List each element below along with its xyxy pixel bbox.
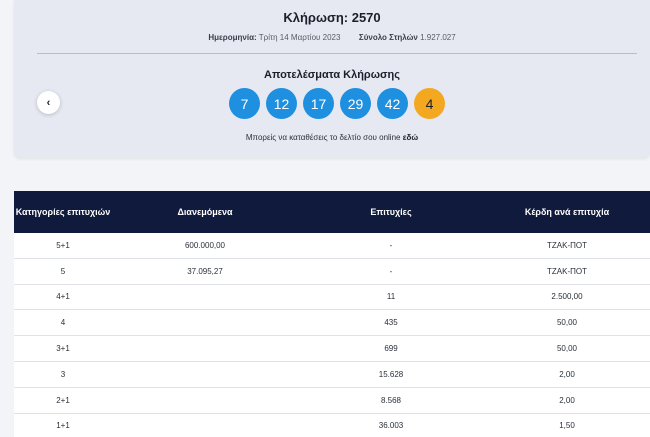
online-link[interactable]: εδώ bbox=[402, 133, 419, 142]
category-cell: 4 bbox=[14, 309, 112, 337]
table-row: 2+1 8.568 2,00 bbox=[14, 387, 650, 414]
category-cell: 4+1 bbox=[14, 284, 112, 311]
distributed-cell bbox=[112, 284, 298, 311]
header-distributed: Διανεμόμενα bbox=[177, 207, 233, 217]
winnings-table: Κατηγορίες επιτυχιών Διανεμόμενα Επιτυχί… bbox=[14, 191, 650, 437]
chevron-left-icon: ‹ bbox=[46, 96, 51, 109]
category-cell: 5 bbox=[14, 258, 112, 285]
number-ball: 7 bbox=[229, 88, 260, 119]
distributed-cell bbox=[112, 387, 298, 414]
online-text: Μπορείς να καταθέσεις το δελτίο σου onli… bbox=[245, 133, 401, 142]
category-cell: 3 bbox=[14, 361, 112, 388]
winners-cell: 435 bbox=[298, 309, 484, 337]
distributed-cell: 600.000,00 bbox=[112, 233, 298, 259]
draw-meta: Ημερομηνία: Τρίτη 14 Μαρτίου 2023 Σύνολο… bbox=[14, 33, 650, 42]
winners-cell: 15.628 bbox=[298, 361, 484, 388]
prize-cell: ΤΖΑΚ-ΠΟΤ bbox=[484, 233, 650, 259]
number-ball: 42 bbox=[377, 88, 408, 119]
results-title: Αποτελέσματα Κλήρωσης bbox=[264, 69, 400, 81]
category-cell: 3+1 bbox=[14, 335, 112, 362]
distributed-cell bbox=[112, 309, 298, 337]
prize-cell: 50,00 bbox=[484, 309, 650, 337]
distributed-cell bbox=[112, 361, 298, 388]
date-label: Ημερομηνία: bbox=[208, 33, 257, 42]
draw-title: Κλήρωση: 2570 bbox=[283, 10, 381, 25]
distributed-cell bbox=[112, 413, 298, 437]
prize-cell: 2,00 bbox=[484, 387, 650, 414]
prize-cell: 1,50 bbox=[484, 413, 650, 437]
header-winners: Επιτυχίες bbox=[370, 207, 412, 217]
online-note: Μπορείς να καταθέσεις το δελτίο σου onli… bbox=[14, 133, 650, 142]
distributed-cell bbox=[112, 335, 298, 362]
category-cell: 2+1 bbox=[14, 387, 112, 414]
winners-cell: 8.568 bbox=[298, 387, 484, 414]
table-row: 4+1 11 2.500,00 bbox=[14, 284, 650, 311]
category-cell: 5+1 bbox=[14, 233, 112, 259]
table-row: 5 37.095,27 - ΤΖΑΚ-ΠΟΤ bbox=[14, 258, 650, 285]
prize-cell: 2,00 bbox=[484, 361, 650, 388]
header-prize-per-winner: Κέρδη ανά επιτυχία bbox=[524, 207, 610, 217]
prize-cell: ΤΖΑΚ-ΠΟΤ bbox=[484, 258, 650, 285]
table-header-row: Κατηγορίες επιτυχιών Διανεμόμενα Επιτυχί… bbox=[14, 191, 650, 233]
table-row: 3 15.628 2,00 bbox=[14, 361, 650, 388]
winners-cell: - bbox=[298, 258, 484, 285]
number-ball: 29 bbox=[340, 88, 371, 119]
number-ball: 17 bbox=[303, 88, 334, 119]
table-row: 4 435 50,00 bbox=[14, 309, 650, 337]
header-categories: Κατηγορίες επιτυχιών bbox=[15, 207, 111, 217]
number-ball: 12 bbox=[266, 88, 297, 119]
divider bbox=[37, 53, 637, 54]
winners-cell: 36.003 bbox=[298, 413, 484, 437]
distributed-cell: 37.095,27 bbox=[112, 258, 298, 285]
winnings-table-container: Κατηγορίες επιτυχιών Διανεμόμενα Επιτυχί… bbox=[14, 191, 650, 437]
winners-cell: 699 bbox=[298, 335, 484, 362]
table-row: 3+1 699 50,00 bbox=[14, 335, 650, 362]
winners-cell: - bbox=[298, 233, 484, 259]
columns-value: 1.927.027 bbox=[420, 33, 456, 42]
category-cell: 1+1 bbox=[14, 413, 112, 437]
table-row: 5+1 600.000,00 - ΤΖΑΚ-ΠΟΤ bbox=[14, 233, 650, 259]
prize-cell: 50,00 bbox=[484, 335, 650, 362]
table-row: 1+1 36.003 1,50 bbox=[14, 413, 650, 437]
bonus-ball: 4 bbox=[414, 88, 445, 119]
winners-cell: 11 bbox=[298, 284, 484, 311]
prize-cell: 2.500,00 bbox=[484, 284, 650, 311]
columns-label: Σύνολο Στηλών bbox=[358, 33, 418, 42]
previous-draw-button[interactable]: ‹ bbox=[37, 91, 60, 114]
date-value: Τρίτη 14 Μαρτίου 2023 bbox=[258, 33, 341, 42]
number-balls: 7 12 17 29 42 4 bbox=[229, 88, 451, 119]
draw-card: Κλήρωση: 2570 Ημερομηνία: Τρίτη 14 Μαρτί… bbox=[14, 0, 650, 158]
